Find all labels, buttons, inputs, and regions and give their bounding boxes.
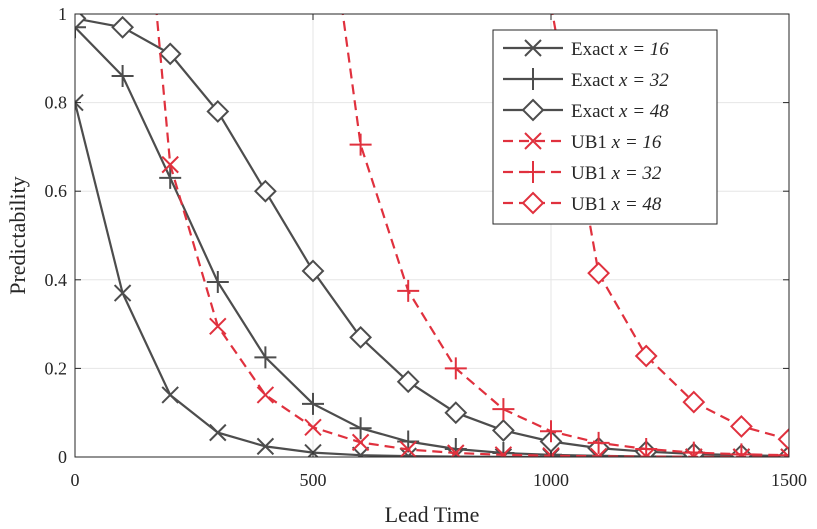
legend-entry: Exact x = 16 — [503, 39, 669, 60]
legend-label: UB1 x = 32 — [571, 163, 662, 184]
data-point — [161, 386, 179, 404]
legend-entry: UB1 x = 16 — [503, 132, 662, 153]
y-tick-label: 1 — [58, 4, 67, 24]
x-tick-label: 0 — [71, 470, 80, 490]
data-point — [777, 427, 789, 451]
data-point — [729, 415, 753, 438]
data-point — [540, 420, 562, 443]
data-point — [349, 325, 373, 349]
data-point — [396, 370, 420, 394]
data-point — [778, 444, 789, 457]
legend-marker — [522, 161, 544, 183]
series-line-0 — [75, 102, 789, 457]
data-point — [159, 166, 182, 189]
y-tick-label: 0.6 — [45, 181, 68, 201]
legend-label: Exact x = 48 — [571, 101, 669, 122]
legend-marker — [524, 39, 542, 57]
series-line-2 — [75, 17, 789, 457]
y-axis-label: Predictability — [5, 176, 30, 295]
data-point — [587, 261, 611, 285]
data-point — [399, 447, 417, 457]
data-point — [587, 431, 610, 454]
data-point — [253, 179, 277, 203]
data-point — [158, 42, 182, 66]
x-axis-label: Lead Time — [385, 502, 480, 527]
data-point — [111, 15, 135, 39]
series-4 — [341, 14, 789, 457]
series-5 — [551, 14, 789, 451]
legend-label: UB1 x = 16 — [571, 132, 662, 153]
data-point — [161, 155, 179, 174]
data-point — [444, 438, 467, 457]
data-point — [349, 417, 372, 440]
data-point — [397, 279, 420, 302]
data-point — [301, 259, 325, 283]
data-point — [75, 16, 86, 39]
data-point — [399, 440, 417, 457]
x-tick-label: 1000 — [533, 470, 569, 490]
x-tick-label: 500 — [300, 470, 327, 490]
data-point — [634, 344, 658, 368]
legend-marker — [524, 132, 542, 150]
legend-entry: UB1 x = 48 — [503, 191, 662, 215]
legend-box — [492, 29, 718, 225]
legend-marker — [521, 191, 545, 215]
legend-entry: Exact x = 32 — [503, 68, 669, 91]
data-point — [111, 65, 134, 88]
y-tick-label: 0.4 — [45, 270, 68, 290]
legend-marker — [521, 98, 545, 122]
data-point — [494, 446, 513, 457]
data-point — [351, 433, 370, 452]
data-point — [682, 390, 706, 414]
data-point — [256, 386, 275, 404]
data-point — [444, 401, 468, 425]
axis-ticks: 0 500 1000 1500 0 0.2 0.4 0.6 0.8 1 — [45, 4, 808, 490]
data-point — [75, 14, 87, 30]
data-point — [209, 423, 227, 442]
legend-label: Exact x = 32 — [571, 70, 669, 91]
data-point — [491, 419, 515, 442]
data-point — [730, 443, 753, 457]
data-point — [635, 438, 658, 457]
data-point — [351, 446, 370, 457]
data-point — [492, 398, 515, 421]
legend-entry: UB1 x = 32 — [503, 161, 662, 184]
y-tick-label: 0.2 — [45, 358, 68, 378]
data-point — [780, 448, 789, 457]
x-tick-label: 1500 — [771, 470, 807, 490]
data-point — [444, 357, 467, 380]
data-point — [206, 100, 230, 123]
legend: Exact x = 16 Exact x = 32 Exact x = 48 UB1 … — [492, 29, 718, 225]
plot-frame — [74, 13, 790, 458]
data-point — [206, 271, 229, 294]
data-point — [447, 444, 465, 457]
data-point — [492, 442, 515, 457]
series-line-5 — [551, 14, 789, 441]
data-point — [254, 346, 277, 369]
legend-label: Exact x = 16 — [571, 39, 669, 60]
legend-marker — [522, 68, 544, 90]
legend-label: UB1 x = 48 — [571, 194, 662, 215]
y-tick-label: 0 — [58, 447, 67, 467]
data-point — [304, 418, 322, 437]
data-point — [209, 317, 227, 336]
y-tick-label: 0.8 — [45, 93, 68, 113]
data-point — [256, 437, 275, 456]
legend-entry: Exact x = 48 — [503, 98, 669, 122]
data-point — [75, 93, 84, 112]
data-point — [302, 392, 324, 415]
data-point — [113, 284, 132, 302]
data-point — [349, 133, 372, 156]
data-point — [682, 441, 705, 457]
data-point — [589, 447, 608, 457]
